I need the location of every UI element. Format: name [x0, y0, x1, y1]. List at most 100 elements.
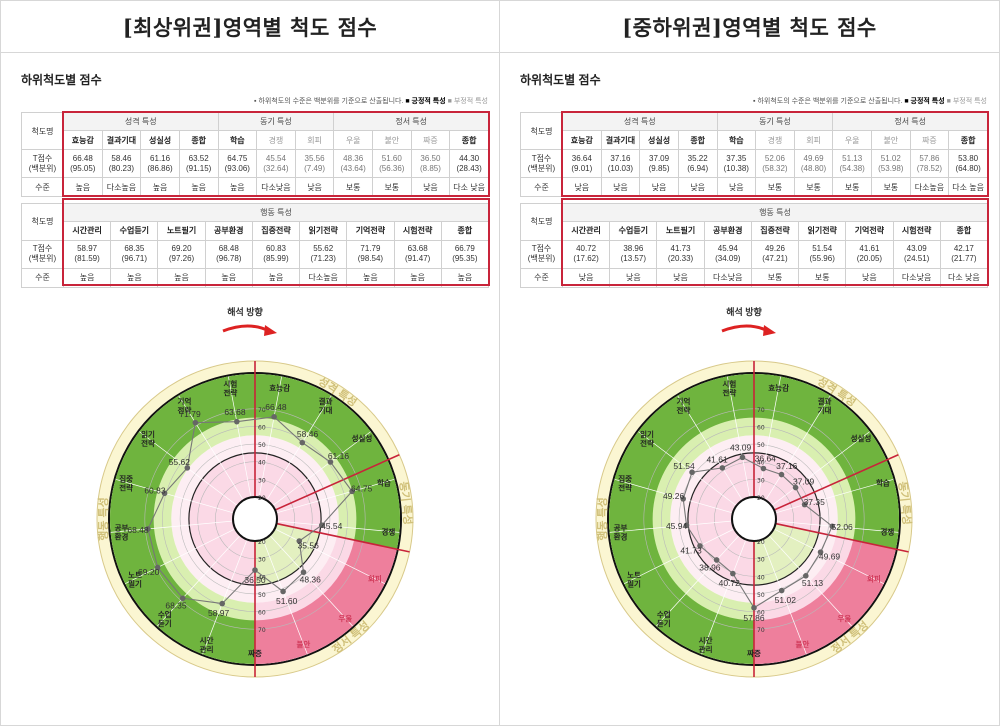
level-cell: 낮음 — [410, 177, 451, 197]
data-point — [154, 564, 161, 571]
score-cell: 63.68 (91.47) — [393, 239, 442, 269]
scale-name: 불안 — [372, 130, 412, 150]
score-cell: 45.94 (34.09) — [703, 239, 752, 269]
score-cell: 63.52 (91.15) — [178, 149, 219, 178]
level-cell: 다소 낮음 — [939, 267, 989, 288]
axis-label: 노트 필기 — [627, 571, 641, 589]
section-label: 행동 특성 — [96, 497, 110, 541]
score-cell: 52.06 (58.32) — [755, 149, 795, 178]
divider-section — [775, 522, 909, 553]
ring-tick-label: 40 — [258, 574, 266, 581]
band-mid-neg — [754, 532, 836, 603]
legend-note: ▪ 하위척도의 수준은 백분위를 기준으로 산출됩니다. ■ 긍정적 특성 ■ … — [753, 98, 987, 105]
level-cell: 높음 — [204, 267, 253, 288]
group-header: 정서 특성 — [832, 112, 988, 131]
score-cell: 55.62 (71.23) — [299, 239, 348, 269]
spoke — [753, 518, 899, 533]
scale-name: 경쟁 — [755, 130, 795, 150]
scale-name: 수업듣기 — [609, 220, 658, 241]
data-label: 57.86 — [743, 613, 765, 623]
legend-note: ▪ 하위척도의 수준은 백분위를 기준으로 산출됩니다. ■ 긍정적 특성 ■ … — [254, 98, 488, 105]
data-label: 49.26 — [663, 491, 685, 501]
data-label: 41.61 — [706, 454, 728, 464]
score-cell: 35.56 (7.49) — [294, 149, 335, 178]
band-low — [188, 452, 255, 586]
level-cell: 낮음 — [562, 177, 602, 197]
spoke — [202, 518, 256, 655]
panel-title: [중하위권]영역별 척도 점수 — [500, 1, 999, 53]
data-point — [817, 549, 824, 555]
panel-mid-low-tier: [중하위권]영역별 척도 점수 하위척도별 점수 ▪ 하위척도의 수준은 백분위… — [500, 0, 1000, 726]
score-cell: 69.20 (97.26) — [157, 239, 206, 269]
level-cell: 다소높음 — [909, 177, 950, 197]
data-point — [296, 538, 303, 544]
scale-name: 수업듣기 — [110, 220, 159, 241]
data-point — [801, 501, 808, 508]
level-cell: 다소 높음 — [948, 177, 988, 197]
level-cell: 낮음 — [600, 177, 641, 197]
data-label: 55.62 — [169, 457, 191, 467]
level-cell: 높음 — [393, 267, 442, 288]
scale-name: 결과기대 — [600, 130, 641, 150]
data-label: 45.94 — [666, 521, 688, 531]
data-label: 51.54 — [673, 461, 695, 471]
row-label-score: T점수 (백분위) — [520, 239, 563, 269]
scale-name: 집중전략 — [251, 220, 301, 241]
spoke — [609, 518, 755, 533]
level-cell: 다소낮음 — [892, 267, 941, 288]
data-label: 36.64 — [755, 454, 777, 464]
data-point — [829, 523, 836, 530]
scale-name: 기억전략 — [845, 220, 894, 241]
score-cell: 48.36 (43.64) — [333, 149, 373, 178]
ring-tick-label: 50 — [258, 442, 266, 449]
data-label: 37.35 — [804, 497, 826, 507]
scale-name: 공부환경 — [204, 220, 253, 241]
data-label: 58.97 — [208, 608, 230, 618]
scale-name: 효능감 — [63, 130, 103, 150]
row-label-level: 수준 — [21, 267, 64, 288]
data-point — [349, 488, 355, 495]
center-hole — [731, 496, 777, 542]
scale-name: 시험전략 — [393, 220, 442, 241]
data-point — [778, 587, 785, 594]
ring-tick-label: 50 — [258, 592, 266, 599]
axis-label: 노트 필기 — [128, 571, 142, 589]
spoke — [701, 518, 755, 655]
scale-name: 우울 — [333, 130, 373, 150]
axis-label: 결과 기대 — [319, 396, 333, 415]
level-cell: 보통 — [793, 177, 834, 197]
axis-label: 짜증 — [747, 648, 761, 658]
direction-label: 해석 방향 — [726, 306, 762, 317]
scale-name: 종합 — [948, 130, 988, 150]
ring-tick-label: 60 — [757, 610, 765, 617]
data-point — [760, 465, 767, 472]
axis-label: 시험 전략 — [722, 378, 736, 397]
axis-label: 효능감 — [768, 382, 789, 392]
data-point — [689, 469, 695, 476]
ring-tick-label: 60 — [258, 424, 266, 431]
level-cell: 다소낮음 — [703, 267, 752, 288]
spoke — [125, 518, 256, 584]
level-cell: 높음 — [140, 177, 180, 197]
scale-name: 우울 — [832, 130, 872, 150]
spoke — [753, 518, 807, 655]
radar-chart: 20304050607020304050607066.4858.4661.166… — [96, 306, 415, 678]
data-label: 61.16 — [328, 451, 350, 461]
score-cell: 66.48 (95.05) — [63, 149, 103, 178]
scale-name: 읽기전략 — [299, 220, 348, 241]
data-label: 64.75 — [351, 484, 373, 494]
data-label: 40.72 — [719, 578, 741, 588]
score-cell: 44.30 (28.43) — [449, 149, 489, 178]
group-header: 동기 특성 — [716, 112, 834, 131]
data-point — [252, 567, 258, 573]
scale-name: 짜증 — [909, 130, 950, 150]
data-point — [713, 557, 720, 563]
score-cell: 35.22 (6.94) — [677, 149, 718, 178]
scale-name: 노트필기 — [157, 220, 206, 241]
data-label: 68.48 — [127, 525, 149, 535]
axis-label: 학습 — [876, 477, 890, 487]
scale-name: 종합 — [449, 130, 489, 150]
divider-section — [276, 522, 410, 553]
data-point — [219, 600, 226, 607]
scale-name: 공부환경 — [703, 220, 752, 241]
